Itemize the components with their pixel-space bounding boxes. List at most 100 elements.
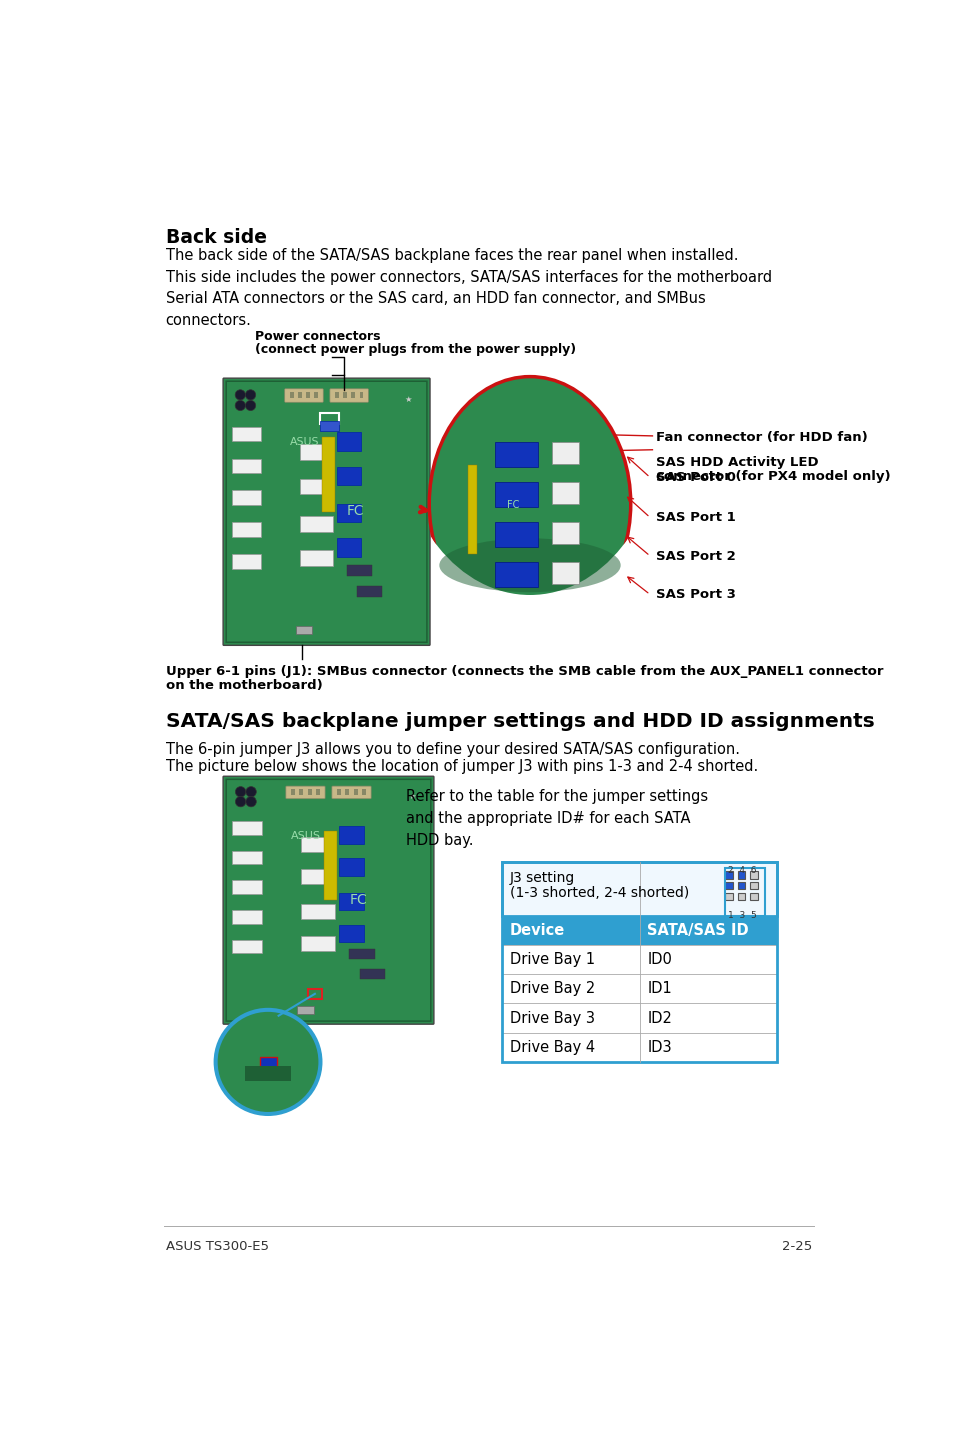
Bar: [299, 516, 333, 532]
Bar: [501, 1004, 777, 1032]
Bar: [349, 949, 375, 959]
FancyBboxPatch shape: [286, 787, 325, 798]
Text: J3 setting: J3 setting: [509, 871, 575, 884]
Text: connector (for PX4 model only): connector (for PX4 model only): [656, 470, 890, 483]
Bar: [232, 459, 260, 473]
Bar: [307, 989, 322, 999]
Text: SAS HDD Activity LED: SAS HDD Activity LED: [656, 456, 818, 469]
Bar: [301, 837, 335, 853]
FancyBboxPatch shape: [227, 779, 430, 1021]
Text: Drive Bay 2: Drive Bay 2: [509, 981, 595, 997]
Bar: [468, 464, 476, 554]
Bar: [724, 881, 732, 890]
Text: Fan connector (for HDD fan): Fan connector (for HDD fan): [656, 430, 867, 443]
Text: (1-3 shorted, 2-4 shorted): (1-3 shorted, 2-4 shorted): [509, 886, 688, 900]
Bar: [551, 562, 578, 584]
Text: ASUS: ASUS: [290, 437, 318, 447]
Bar: [232, 490, 260, 505]
Bar: [322, 437, 335, 512]
Text: Upper 6-1 pins (J1): SMBus connector (connects the SMB cable from the AUX_PANEL1: Upper 6-1 pins (J1): SMBus connector (co…: [166, 666, 882, 679]
Text: SATA/SAS ID: SATA/SAS ID: [647, 923, 748, 938]
Text: (connect power plugs from the power supply): (connect power plugs from the power supp…: [254, 344, 576, 357]
Bar: [501, 974, 777, 1004]
Bar: [501, 861, 777, 1061]
Text: FC: FC: [506, 500, 518, 510]
Text: ★: ★: [408, 792, 416, 801]
Bar: [737, 881, 744, 890]
Bar: [299, 444, 333, 460]
Text: The back side of the SATA/SAS backplane faces the rear panel when installed.
Thi: The back side of the SATA/SAS backplane …: [166, 247, 771, 328]
Bar: [320, 421, 338, 431]
Bar: [336, 538, 361, 557]
Bar: [501, 974, 777, 1004]
Bar: [723, 869, 764, 916]
Text: SAS Port 0: SAS Port 0: [656, 472, 736, 485]
Text: Refer to the table for the jumper settings
and the appropriate ID# for each SATA: Refer to the table for the jumper settin…: [406, 788, 707, 848]
Bar: [324, 831, 336, 900]
Bar: [501, 1004, 777, 1032]
Bar: [362, 789, 365, 795]
Bar: [336, 789, 340, 795]
FancyBboxPatch shape: [225, 778, 431, 1022]
Bar: [737, 893, 744, 900]
Bar: [495, 482, 537, 506]
Bar: [357, 587, 381, 597]
Bar: [501, 916, 777, 945]
Bar: [299, 551, 333, 567]
Bar: [299, 479, 333, 495]
Bar: [301, 870, 335, 884]
Bar: [338, 858, 364, 876]
Text: SAS Port 2: SAS Port 2: [656, 549, 736, 562]
Bar: [737, 871, 744, 879]
Bar: [338, 827, 364, 844]
Bar: [308, 789, 312, 795]
Circle shape: [217, 1012, 318, 1112]
FancyBboxPatch shape: [284, 388, 323, 403]
Bar: [345, 789, 349, 795]
Text: Drive Bay 1: Drive Bay 1: [509, 952, 595, 966]
Bar: [501, 945, 777, 974]
Text: on the motherboard): on the motherboard): [166, 679, 322, 692]
Bar: [359, 393, 363, 398]
Bar: [335, 393, 338, 398]
Text: ID3: ID3: [647, 1040, 671, 1055]
Bar: [495, 522, 537, 546]
Text: ID1: ID1: [647, 981, 672, 997]
Text: Drive Bay 4: Drive Bay 4: [509, 1040, 595, 1055]
Circle shape: [235, 400, 245, 411]
Circle shape: [246, 797, 256, 807]
Text: FC: FC: [349, 893, 367, 907]
Bar: [232, 880, 261, 894]
Circle shape: [235, 787, 246, 797]
Bar: [724, 871, 732, 879]
Bar: [749, 893, 757, 900]
FancyBboxPatch shape: [223, 378, 430, 646]
Text: Device: Device: [509, 923, 564, 938]
Bar: [359, 969, 385, 979]
Bar: [501, 1032, 777, 1061]
FancyBboxPatch shape: [330, 388, 368, 403]
Text: ★: ★: [404, 395, 412, 404]
Bar: [232, 522, 260, 536]
Bar: [232, 851, 261, 864]
Bar: [299, 789, 303, 795]
Ellipse shape: [439, 538, 620, 592]
Circle shape: [235, 797, 246, 807]
FancyBboxPatch shape: [223, 777, 434, 1024]
Text: ID2: ID2: [647, 1011, 672, 1025]
Bar: [290, 393, 294, 398]
Bar: [495, 562, 537, 587]
Bar: [724, 893, 732, 900]
Bar: [551, 522, 578, 544]
Text: ASUS: ASUS: [291, 831, 320, 841]
Text: Back side: Back side: [166, 229, 267, 247]
Bar: [338, 893, 364, 910]
Text: 2  4  6: 2 4 6: [727, 866, 756, 876]
Bar: [336, 431, 361, 450]
Bar: [338, 925, 364, 942]
Text: ID0: ID0: [647, 952, 672, 966]
Bar: [232, 910, 261, 923]
Bar: [232, 554, 260, 569]
Bar: [301, 936, 335, 951]
Ellipse shape: [429, 377, 630, 631]
